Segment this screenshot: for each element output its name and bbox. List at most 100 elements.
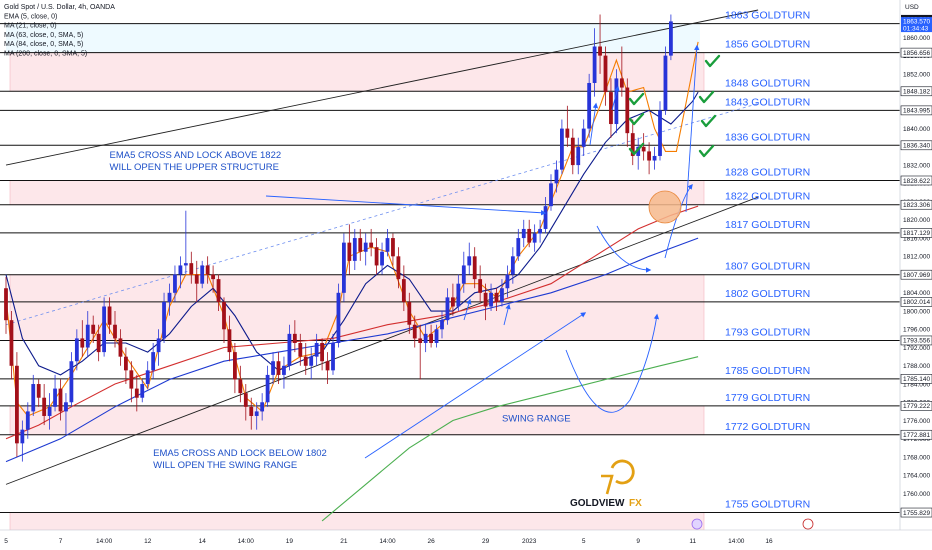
price-tag-label: 1807.969 [903, 272, 930, 279]
goldturn-label: 1836 GOLDTURN [725, 131, 810, 143]
candle [641, 133, 646, 161]
projection-arrow [463, 298, 472, 321]
candle [347, 224, 352, 275]
candle-body [374, 247, 379, 266]
candle-body [303, 356, 308, 366]
candle-body [363, 242, 368, 252]
candle-body [189, 263, 194, 275]
candle-body [451, 297, 455, 307]
candle [47, 393, 52, 430]
candle [124, 347, 128, 385]
check-icon [698, 144, 715, 158]
candle-group [4, 14, 673, 462]
candle-body [440, 320, 444, 330]
check-icon [628, 142, 645, 156]
branding-logo: GOLDVIEW FX [570, 459, 642, 509]
price-tag [900, 507, 932, 518]
price-tag-label: 1802.014 [903, 299, 930, 306]
candle-body [178, 265, 183, 275]
candle [15, 352, 19, 458]
candle [619, 46, 624, 97]
price-tag [900, 175, 932, 186]
candle [549, 174, 553, 211]
candle [178, 256, 183, 289]
check-icon [698, 90, 715, 104]
candle-body [249, 406, 254, 416]
channel-group [5, 9, 759, 485]
candle [625, 78, 630, 147]
candle-body [69, 361, 74, 403]
candle-body [505, 274, 510, 289]
candle [314, 333, 319, 366]
candle-body [609, 92, 613, 125]
candle-body [211, 274, 215, 280]
candle [369, 228, 374, 257]
candle-body [167, 292, 172, 302]
price-tag [900, 297, 932, 307]
swing-arrow [565, 313, 660, 413]
candle-body [489, 292, 493, 307]
goldturn-label: 1772 GOLDTURN [725, 421, 810, 433]
candle-body [238, 379, 243, 394]
ma-line-ma-200 [321, 356, 699, 522]
time-tick: 12 [144, 538, 152, 545]
time-tick: 9 [636, 538, 640, 545]
candle-body [445, 297, 450, 321]
level-group [0, 23, 900, 514]
candle [96, 324, 101, 362]
candle [134, 374, 139, 412]
candle-body [254, 411, 259, 416]
goldturn-label: 1807 GOLDTURN [725, 261, 810, 273]
candle [451, 283, 455, 316]
time-tick: 26 [427, 538, 435, 545]
time-axis-background [0, 530, 932, 550]
candle [145, 361, 150, 389]
candle [64, 393, 68, 435]
brand-name: GOLDVIEW [570, 498, 625, 509]
price-tag-label: 1856.656 [903, 50, 930, 57]
candle-body [554, 169, 559, 184]
candle [456, 274, 461, 312]
highlight-circle [648, 190, 682, 224]
candle [91, 315, 96, 343]
candle-body [592, 46, 597, 83]
candle-body [669, 21, 673, 56]
candle-body [113, 324, 117, 339]
candle-body [570, 137, 575, 166]
candle [527, 219, 532, 248]
channel-lower [5, 196, 759, 485]
candle-body [25, 411, 30, 430]
candle [560, 119, 564, 175]
candle-body [129, 370, 134, 389]
projection-arrow [596, 225, 652, 273]
candle-body [434, 329, 439, 343]
candle-body [20, 429, 25, 444]
candle [189, 251, 194, 284]
price-tick: 1804.000 [903, 290, 930, 297]
candle-body [298, 342, 303, 357]
supply-zone [9, 405, 705, 436]
candle-body [380, 251, 384, 266]
candle-body [391, 238, 395, 257]
price-tick: 1760.000 [903, 491, 930, 498]
candle-body [510, 256, 515, 275]
candle-body [107, 306, 112, 325]
candle [211, 265, 215, 293]
candle [461, 251, 466, 293]
channel-mid [5, 103, 759, 326]
candle-body [347, 242, 352, 261]
candle-body [194, 274, 199, 284]
projection-arrow [503, 303, 511, 326]
candle-body [200, 265, 205, 284]
candle-body [429, 333, 433, 343]
logo-ring [610, 459, 635, 485]
goldturn-label: 1755 GOLDTURN [725, 499, 810, 511]
candle-body [352, 238, 357, 261]
candle-body [216, 279, 221, 302]
candle-body [243, 393, 248, 407]
candle [385, 228, 390, 257]
candle [167, 283, 172, 316]
channel-upper [5, 9, 759, 166]
price-tick: 1840.000 [903, 126, 930, 133]
price-tag [900, 374, 932, 384]
